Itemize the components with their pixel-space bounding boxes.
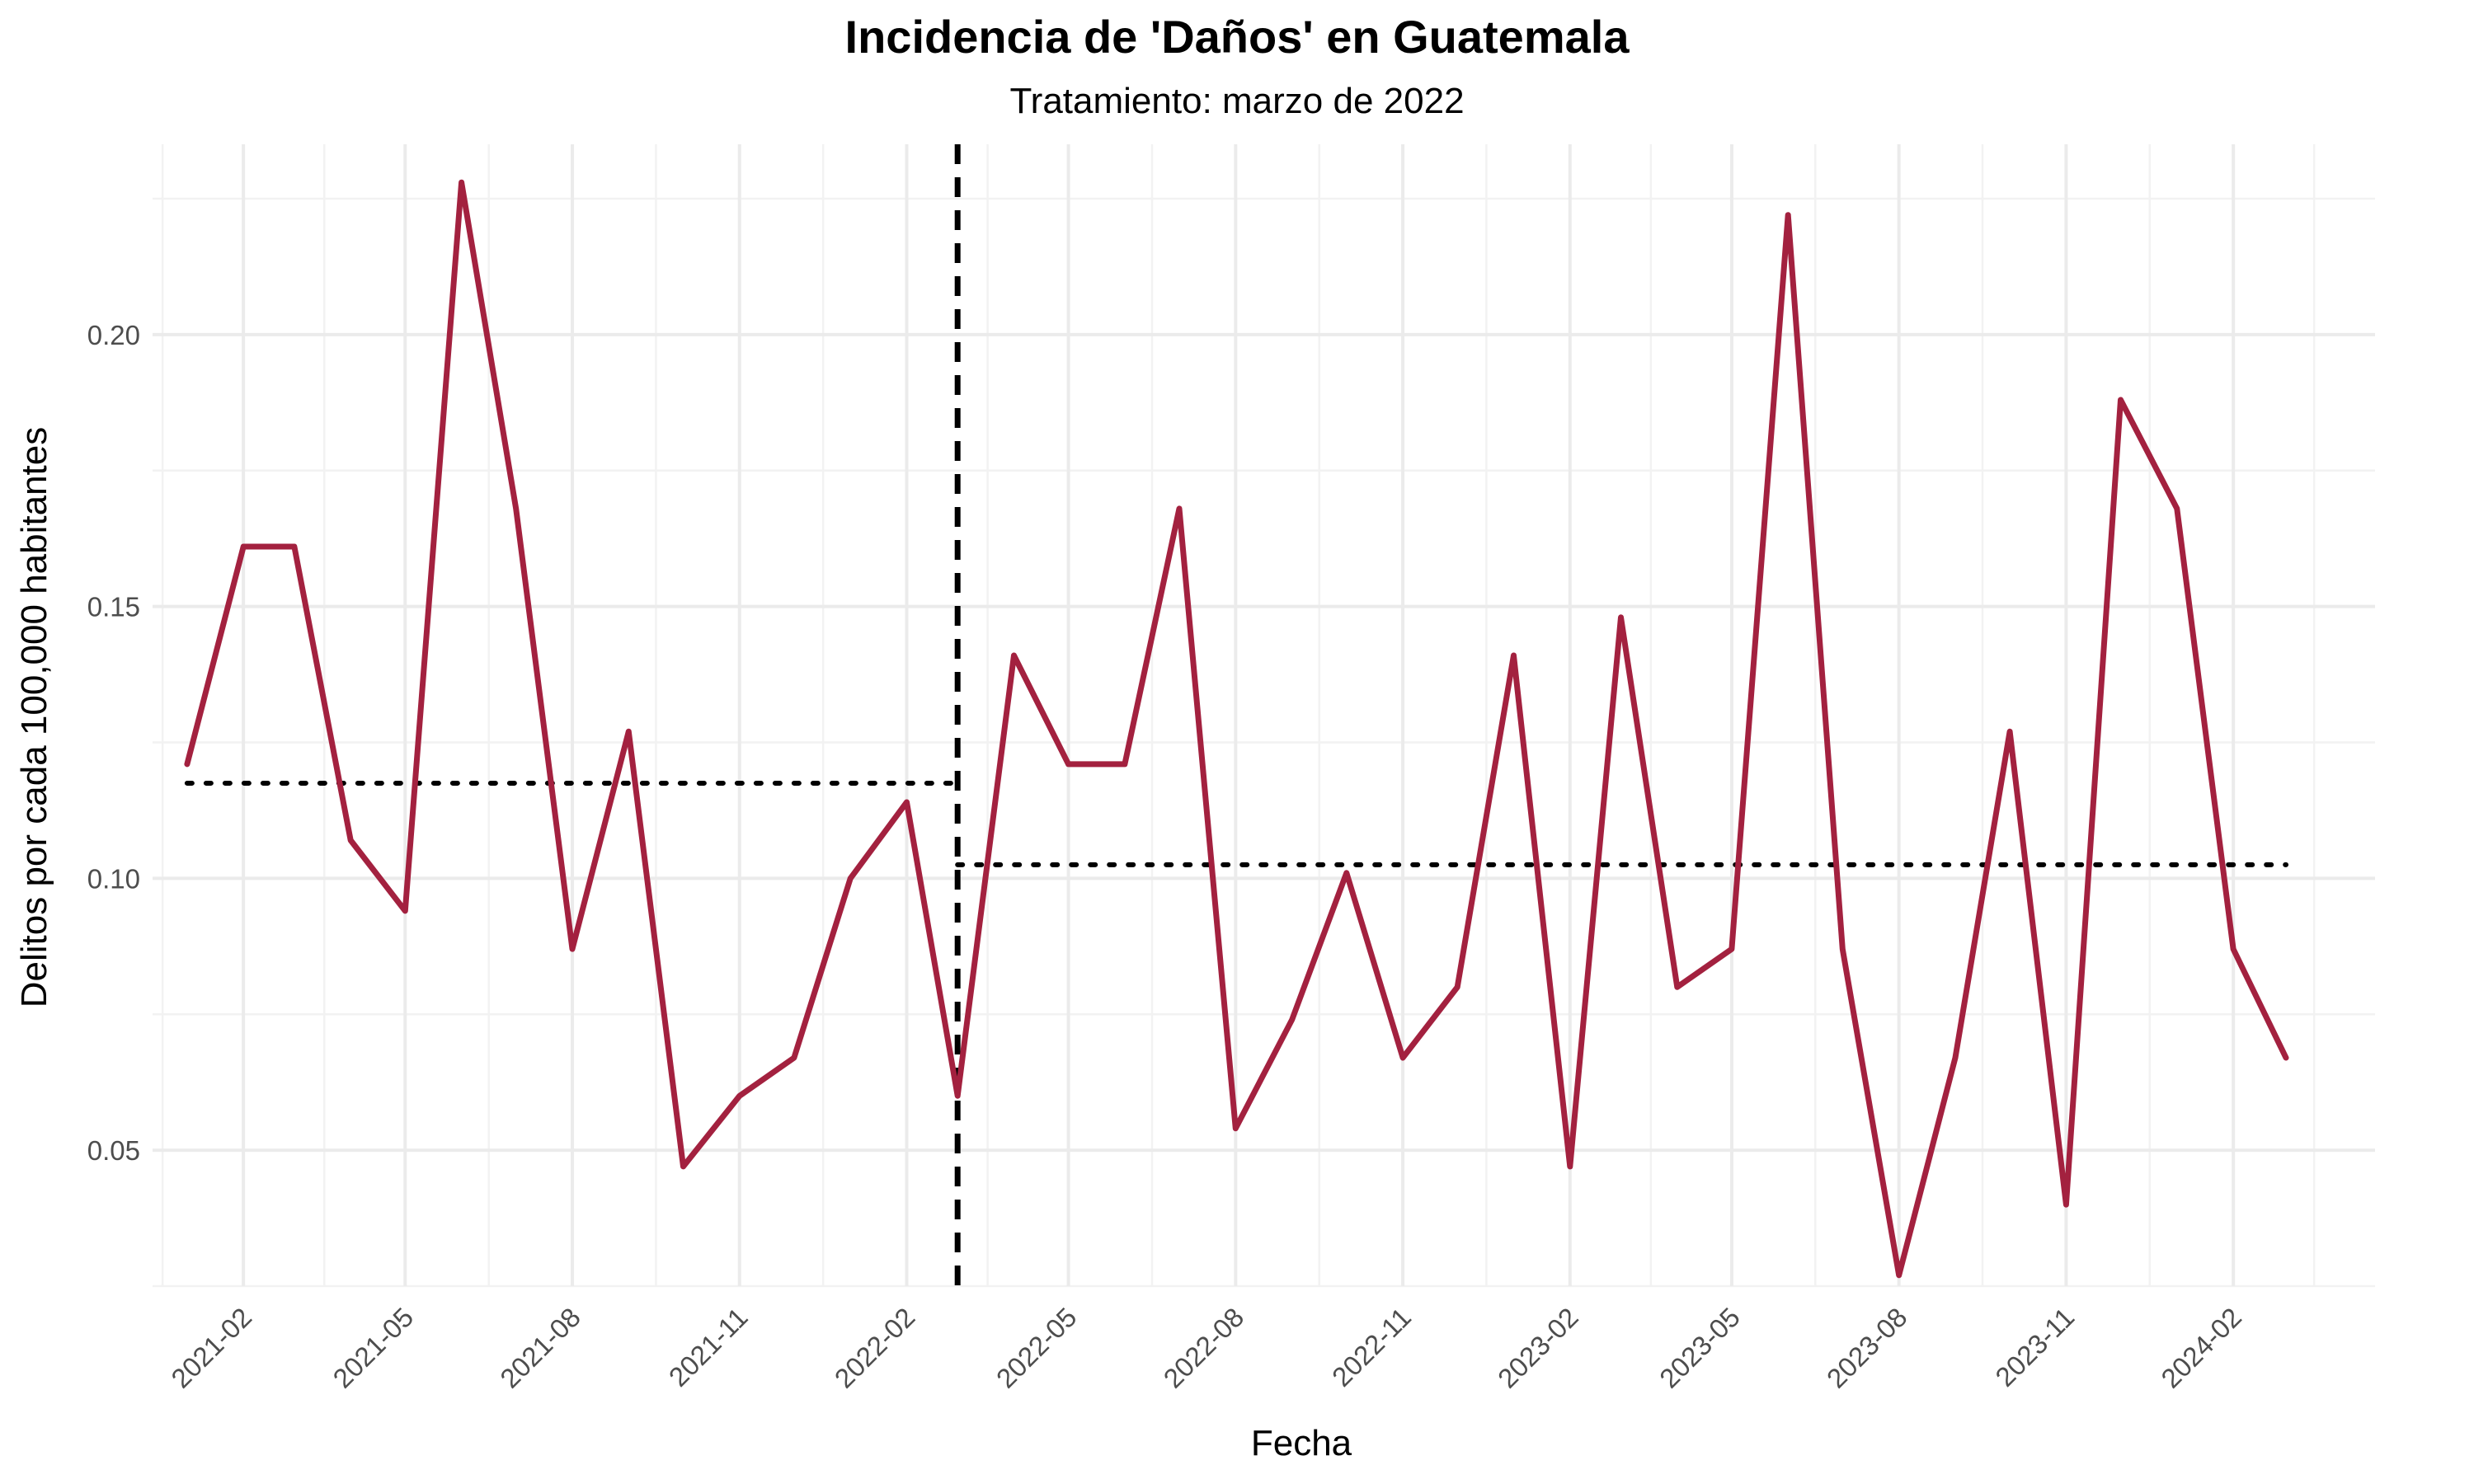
x-tick-label: 2021-05 <box>327 1302 419 1394</box>
x-tick-label: 2022-11 <box>1326 1302 1417 1392</box>
y-axis-ticks: 0.05 0.10 0.15 0.20 <box>87 320 140 1166</box>
reference-lines <box>184 144 2289 1286</box>
x-axis-title: Fecha <box>1251 1423 1352 1463</box>
x-tick-label: 2022-02 <box>829 1302 921 1394</box>
x-tick-label: 2024-02 <box>2155 1302 2247 1394</box>
y-tick-label: 0.05 <box>87 1135 140 1166</box>
major-gridlines <box>153 144 2375 1286</box>
x-tick-label: 2022-08 <box>1157 1302 1249 1394</box>
x-tick-label: 2022-05 <box>990 1302 1083 1394</box>
chart-title: Incidencia de 'Daños' en Guatemala <box>844 11 1630 63</box>
x-tick-label: 2021-02 <box>165 1302 257 1394</box>
series-layer <box>184 179 2289 1279</box>
y-axis-title: Delitos por cada 100,000 habitantes <box>14 427 54 1008</box>
x-tick-label: 2021-08 <box>494 1302 586 1394</box>
y-tick-label: 0.20 <box>87 320 140 350</box>
x-tick-label: 2023-08 <box>1821 1302 1913 1394</box>
x-tick-label: 2023-02 <box>1492 1302 1584 1394</box>
y-tick-label: 0.15 <box>87 592 140 622</box>
x-axis-ticks: 2021-02 2021-05 2021-08 2021-11 2022-02 2022-… <box>165 1302 2247 1394</box>
chart-subtitle: Tratamiento: marzo de 2022 <box>1009 81 1465 121</box>
x-tick-label: 2021-11 <box>663 1302 754 1392</box>
x-tick-label: 2023-05 <box>1653 1302 1746 1394</box>
x-tick-label: 2023-11 <box>1989 1302 2080 1392</box>
y-tick-label: 0.10 <box>87 863 140 894</box>
